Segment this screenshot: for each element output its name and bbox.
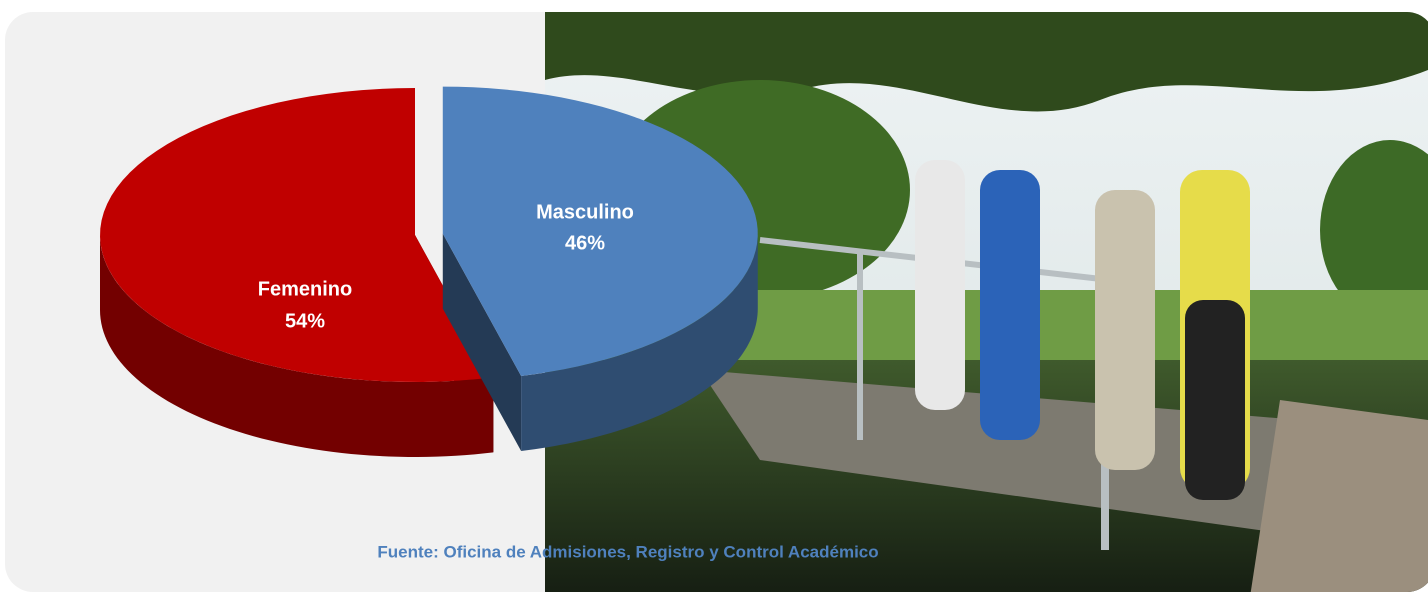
slice-side bbox=[521, 233, 758, 451]
slice-label: Masculino bbox=[536, 201, 634, 223]
slice-value-label: 46% bbox=[565, 232, 605, 254]
slice bbox=[442, 86, 758, 376]
slice-side bbox=[100, 235, 494, 457]
slice-value-label: 54% bbox=[285, 310, 325, 332]
source-note: Fuente: Oficina de Admisiones, Registro … bbox=[377, 542, 878, 561]
pie bbox=[100, 86, 758, 457]
slice bbox=[100, 88, 494, 382]
slice-label: Femenino bbox=[258, 278, 352, 300]
slice-cut-face bbox=[442, 233, 522, 451]
